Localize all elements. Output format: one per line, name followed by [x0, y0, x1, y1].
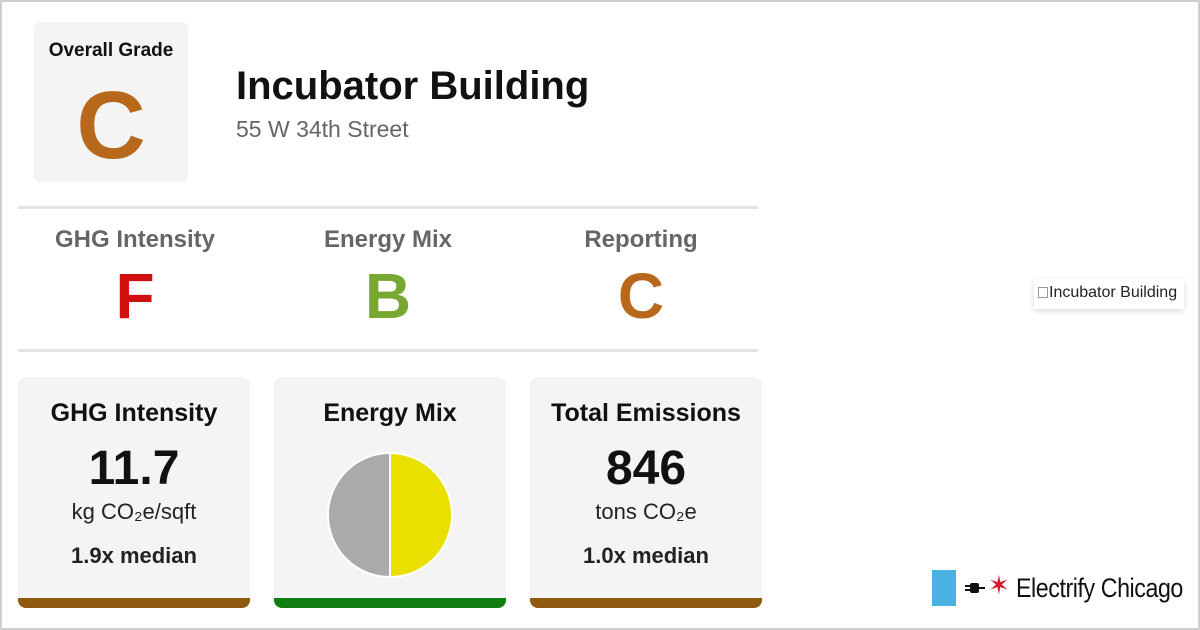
card-accent-bar	[530, 598, 762, 608]
sub-grade-letter: F	[115, 260, 155, 332]
sub-grade-label: Energy Mix	[323, 226, 453, 253]
card-accent-bar	[18, 598, 250, 608]
broken-image-icon	[1038, 287, 1048, 298]
overall-grade-box: Overall Grade C	[34, 22, 188, 182]
ghg-intensity-unit: kg CO₂e/sqft	[71, 499, 197, 524]
sub-grade-letter: C	[617, 260, 665, 332]
overall-grade-label: Overall Grade	[48, 40, 174, 61]
building-name: Incubator Building	[236, 64, 590, 108]
pie-slice	[389, 451, 453, 579]
sub-grade-letter: B	[364, 260, 412, 332]
divider-middle	[18, 349, 758, 352]
chicago-star-icon: ✶	[988, 570, 1010, 600]
electrify-chicago-logo: ✶ Electrify Chicago	[932, 570, 1183, 606]
card-title: GHG Intensity	[50, 399, 218, 427]
sub-grade-energy-mix: Energy Mix B	[263, 226, 513, 328]
divider-top	[18, 206, 758, 209]
plug-icon	[965, 583, 985, 593]
ghg-intensity-value: 11.7	[88, 442, 180, 495]
building-image: Incubator Building	[1034, 279, 1184, 309]
card-title: Energy Mix	[323, 399, 457, 427]
sub-grade-ghg: GHG Intensity F	[10, 226, 260, 328]
ghg-intensity-median: 1.9x median	[71, 543, 197, 568]
logo-text: Electrify Chicago	[1016, 573, 1183, 603]
building-image-alt-text: Incubator Building	[1049, 284, 1178, 301]
sub-grade-label: Reporting	[584, 226, 698, 253]
sub-grade-label: GHG Intensity	[54, 226, 216, 253]
total-emissions-card: Total Emissions 846 tons CO₂e 1.0x media…	[530, 377, 762, 608]
card-accent-bar	[274, 598, 506, 608]
energy-mix-card: Energy Mix	[274, 377, 506, 608]
card-title: Total Emissions	[551, 399, 741, 427]
total-emissions-value: 846	[605, 442, 687, 495]
ghg-intensity-card: GHG Intensity 11.7 kg CO₂e/sqft 1.9x med…	[18, 377, 250, 608]
pie-slice	[327, 451, 391, 579]
overall-grade-letter: C	[76, 72, 146, 179]
total-emissions-median: 1.0x median	[583, 543, 709, 568]
energy-mix-pie-chart	[327, 451, 453, 579]
sub-grade-reporting: Reporting C	[516, 226, 766, 328]
total-emissions-unit: tons CO₂e	[595, 499, 697, 524]
flag-stripe-icon	[932, 570, 956, 606]
building-address: 55 W 34th Street	[236, 116, 409, 142]
